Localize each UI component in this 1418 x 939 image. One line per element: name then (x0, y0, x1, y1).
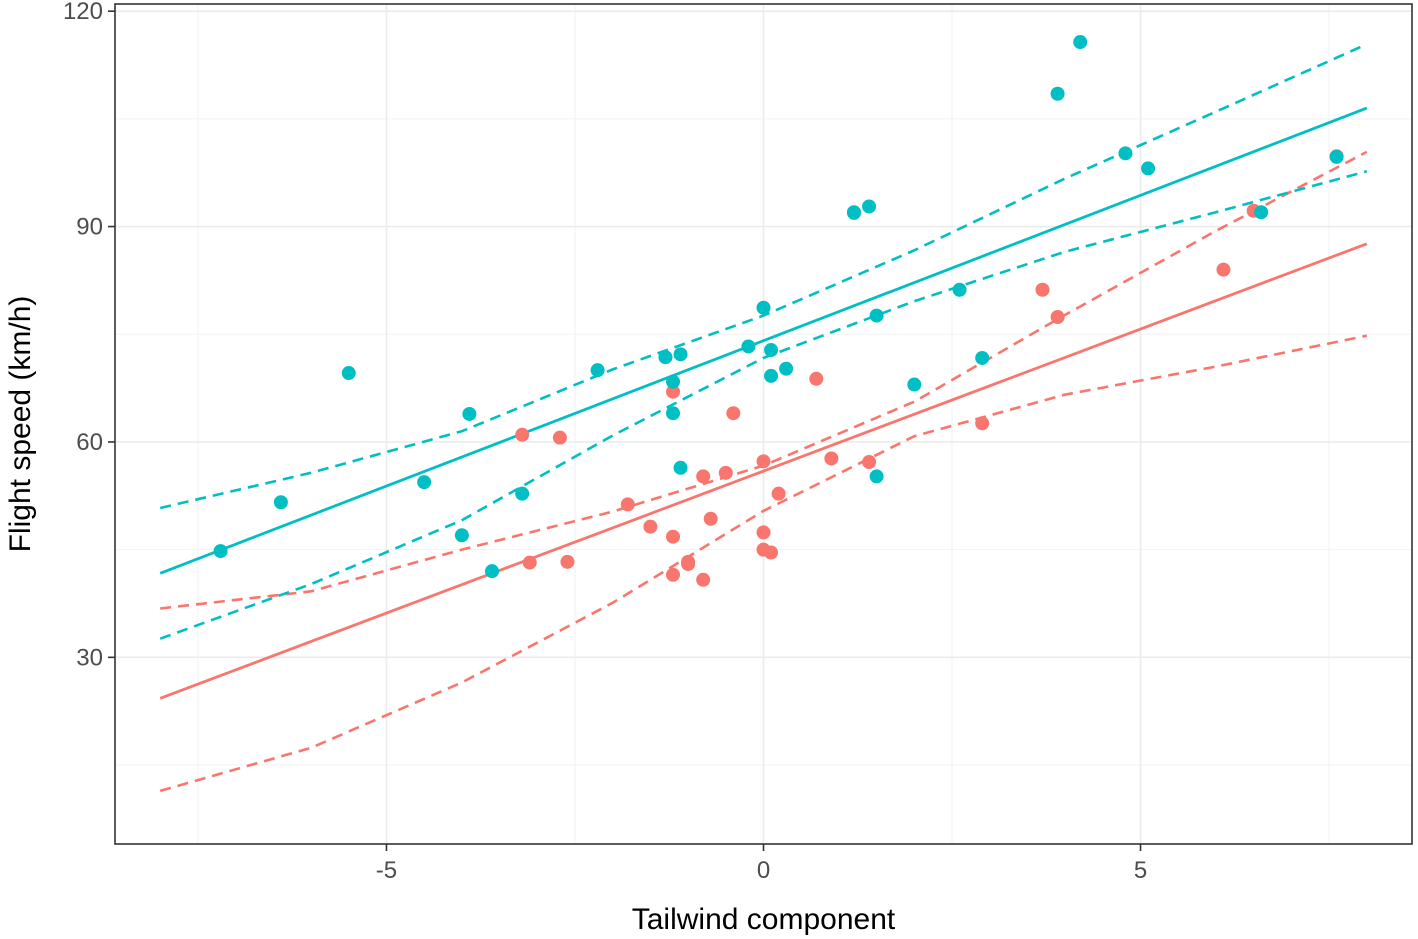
y-tick-label: 90 (76, 214, 103, 241)
series-1-point (1050, 310, 1065, 325)
series-1-point (515, 427, 530, 442)
data-points (213, 35, 1344, 587)
series-2-point (673, 347, 688, 362)
series-1-point (809, 371, 824, 386)
series-2-point (658, 350, 673, 365)
series-1-point (703, 511, 718, 526)
series-2-point (417, 475, 432, 490)
series-2-point (1329, 149, 1344, 164)
series-2-point (666, 374, 681, 389)
series-2-point (1073, 35, 1088, 50)
series-2-point (273, 495, 288, 510)
x-axis-title: Tailwind component (632, 903, 896, 936)
series-1-point (666, 529, 681, 544)
series-2-point (741, 339, 756, 354)
series-2-point (779, 361, 794, 376)
series-2-point (756, 300, 771, 315)
series-1-point (771, 486, 786, 501)
series-2-point (1254, 205, 1269, 220)
series-2-point (975, 350, 990, 365)
series-2-point (907, 377, 922, 392)
series-1-point (666, 567, 681, 582)
series-2-point (1050, 86, 1065, 101)
series-1-regression-line (159, 242, 1368, 700)
series-1-point (975, 416, 990, 431)
series-2-point (764, 343, 779, 358)
series-2-point (764, 368, 779, 383)
series-1-point (764, 545, 779, 560)
series-2-point (341, 366, 356, 381)
series-1-point (666, 384, 681, 399)
series-1-point (726, 406, 741, 421)
series-2-ci-lower-line (159, 170, 1368, 640)
series-1-point (756, 454, 771, 469)
regression-lines (159, 106, 1368, 700)
series-2-point (869, 308, 884, 323)
y-tick-label: 30 (76, 644, 103, 671)
series-2-point (454, 528, 469, 543)
series-2-point (666, 406, 681, 421)
gridlines (115, 4, 1412, 844)
x-tick-label: 5 (1134, 857, 1147, 884)
series-1-point (756, 525, 771, 540)
series-2-point (590, 363, 605, 378)
series-2-ci-upper-line (159, 43, 1368, 510)
series-2-regression-line (159, 106, 1368, 575)
series-2-point (213, 544, 228, 559)
axis-ticks: -5 0 5 30 60 90 120 (63, 0, 1147, 884)
series-1-point (681, 557, 696, 571)
x-tick-label: 0 (757, 857, 770, 884)
series-1-point (620, 497, 635, 512)
series-1-point (522, 555, 537, 570)
series-1-point (643, 519, 658, 534)
series-1-ci-lower-line (159, 334, 1368, 793)
series-2-point (869, 469, 884, 484)
y-tick-label: 120 (63, 0, 103, 25)
series-2-point (952, 282, 967, 297)
series-2-point (1141, 161, 1156, 176)
series-1-point (1216, 262, 1231, 277)
y-tick-label: 60 (76, 429, 103, 456)
series-2-point (862, 199, 877, 214)
series-1-point (1035, 282, 1050, 297)
series-2-point (485, 564, 500, 579)
series-2-point (1118, 146, 1133, 161)
series-1-point (552, 430, 567, 445)
series-1-point (560, 554, 575, 569)
y-axis-title: Flight speed (km/h) (4, 296, 37, 553)
series-1-point (696, 572, 711, 587)
series-1-point (824, 451, 839, 466)
series-2-point (673, 460, 688, 475)
series-2-point (846, 205, 861, 220)
series-2-point (462, 406, 477, 421)
series-1-point (718, 465, 733, 480)
x-tick-label: -5 (376, 857, 397, 884)
series-1-point (696, 469, 711, 484)
series-1-point (862, 455, 877, 470)
series-2-point (515, 486, 530, 501)
